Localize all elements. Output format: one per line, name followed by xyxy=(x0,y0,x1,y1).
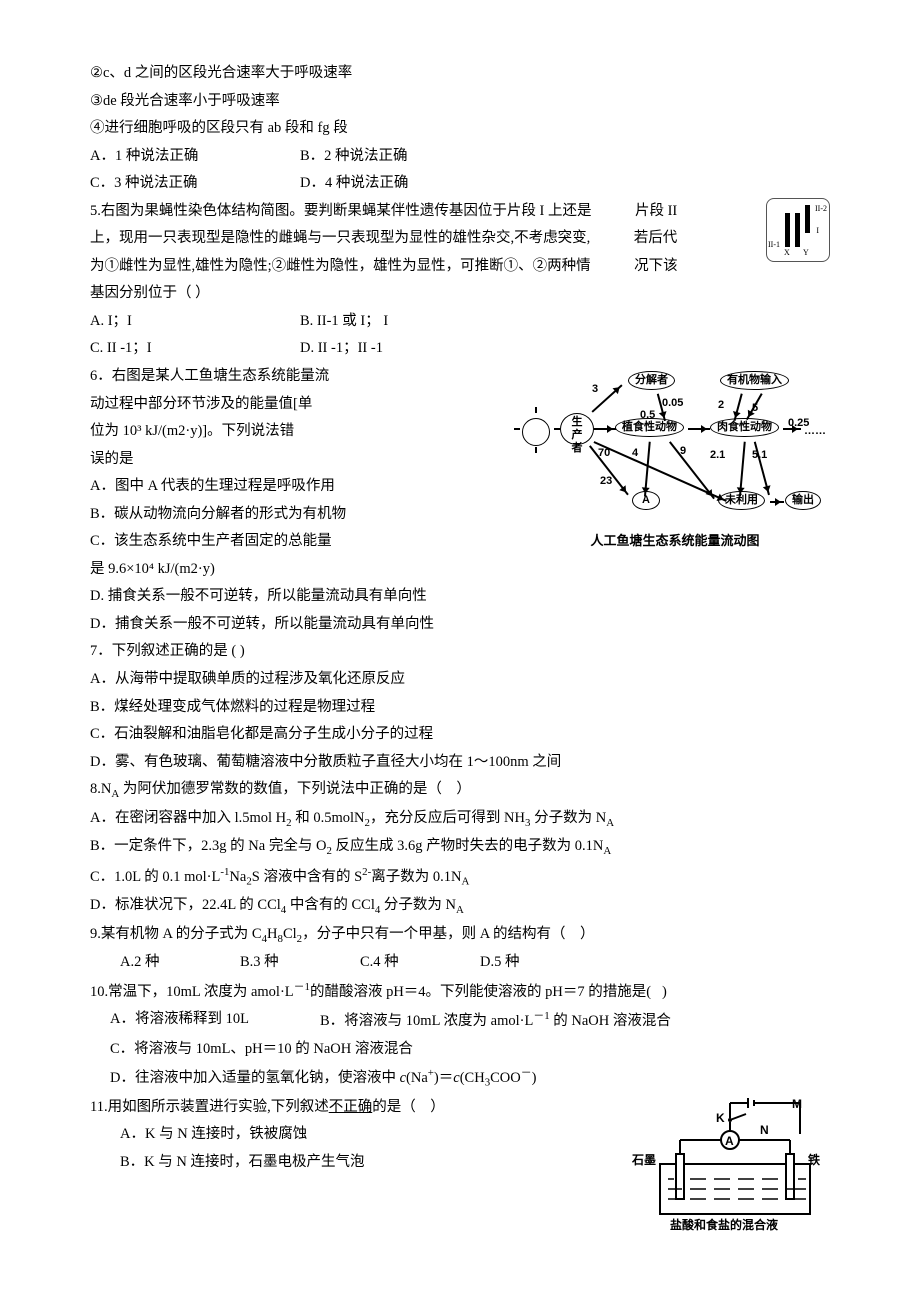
q7-A: A．从海带中提取碘单质的过程涉及氧化还原反应 xyxy=(90,666,830,694)
q5-A: A. I；I xyxy=(90,308,250,336)
q4-opt-4: ④进行细胞呼吸的区段只有 ab 段和 fg 段 xyxy=(90,115,830,143)
svg-text:石墨: 石墨 xyxy=(631,1153,656,1167)
q4-B: B．2 种说法正确 xyxy=(300,143,460,171)
q10-stem: 10.常温下，10mL 浓度为 amol·L－1的醋酸溶液 pH＝4。下列能使溶… xyxy=(90,977,830,1006)
q5-stem-1: 5.右图为果蝇性染色体结构简图。要判断果蝇某伴性遗传基因位于片段 I 上还是 xyxy=(90,203,591,219)
q9-D: D.5 种 xyxy=(480,949,570,977)
svg-text:N: N xyxy=(760,1123,769,1137)
q8-stem: 8.NA 为阿伏加德罗常数的数值，下列说法中正确的是（ ） xyxy=(90,776,830,805)
q5-D: D. II -1；II -1 xyxy=(300,335,460,363)
q5-stem-3: 为①雌性为显性,雄性为隐性;②雌性为隐性，雄性为显性，可推断①、②两种情 xyxy=(90,258,591,274)
q4-D: D．4 种说法正确 xyxy=(300,170,460,198)
ecosystem-diagram-block: 生产 者 分解者 植食性动物 肉食性动物 有机物输入 A 未利用 输出 3 0.… xyxy=(520,363,830,554)
q8-A: A．在密闭容器中加入 l.5mol H2 和 0.5molN2，充分反应后可得到… xyxy=(90,805,830,834)
q6-C2: 是 9.6×10⁴ kJ/(m2·y) xyxy=(90,556,830,584)
ecosystem-caption: 人工鱼塘生态系统能量流动图 xyxy=(520,529,830,554)
q5-stem-4: 基因分别位于（ ） xyxy=(90,280,830,308)
svg-text:A: A xyxy=(725,1134,734,1148)
q10-A: A．将溶液稀释到 10L xyxy=(110,1006,270,1035)
svg-text:K: K xyxy=(716,1111,725,1125)
chromosome-diagram: II-2 I II-1 X Y xyxy=(766,198,830,262)
q9-C: C.4 种 xyxy=(360,949,450,977)
q4-opt-2: ②c、d 之间的区段光合速率大于呼吸速率 xyxy=(90,60,830,88)
q8-D: D．标准状况下，22.4L 的 CCl4 中含有的 CCl4 分子数为 NA xyxy=(90,892,830,921)
q7-C: C．石油裂解和油脂皂化都是高分子生成小分子的过程 xyxy=(90,721,830,749)
q4-A: A．1 种说法正确 xyxy=(90,143,250,171)
q7-stem: 7．下列叙述正确的是 ( ) xyxy=(90,638,830,666)
q6-D2: D．捕食关系一般不可逆转，所以能量流动具有单向性 xyxy=(90,611,830,639)
q8-B: B．一定条件下，2.3g 的 Na 完全与 O2 反应生成 3.6g 产物时失去… xyxy=(90,833,830,862)
node-carnivore: 肉食性动物 xyxy=(710,418,779,437)
q7-B: B．煤经处理变成气体燃料的过程是物理过程 xyxy=(90,694,830,722)
node-producer: 生产 者 xyxy=(560,413,594,445)
q9-A: A.2 种 xyxy=(120,949,210,977)
node-decomposer: 分解者 xyxy=(628,371,675,390)
q8-C: C．1.0L 的 0.1 mol·L-1Na2S 溶液中含有的 S2-离子数为 … xyxy=(90,862,830,892)
node-organic-in: 有机物输入 xyxy=(720,371,789,390)
q9-stem: 9.某有机物 A 的分子式为 C4H8Cl2，分子中只有一个甲基，则 A 的结构… xyxy=(90,921,830,950)
node-output: 输出 xyxy=(785,491,821,510)
svg-text:铁: 铁 xyxy=(808,1152,820,1167)
q10-B: B．将溶液与 10mL 浓度为 amol·L－1 的 NaOH 溶液混合 xyxy=(320,1006,671,1035)
q9-B: B.3 种 xyxy=(240,949,330,977)
q10-D: D．往溶液中加入适量的氢氧化钠，使溶液中 c(Na+)＝c(CH3COO－) xyxy=(110,1063,830,1093)
q5-C: C. II -1；I xyxy=(90,335,250,363)
q5-B: B. II-1 或 I； I xyxy=(300,308,460,336)
q4-C: C．3 种说法正确 xyxy=(90,170,250,198)
ecosystem-diagram: 生产 者 分解者 植食性动物 肉食性动物 有机物输入 A 未利用 输出 3 0.… xyxy=(520,363,830,523)
q4-opt-3: ③de 段光合速率小于呼吸速率 xyxy=(90,88,830,116)
q10-C: C．将溶液与 10mL、pH＝10 的 NaOH 溶液混合 xyxy=(110,1036,830,1064)
q5-stem-2: 上，现用一只表现型是隐性的雌蝇与一只表现型为显性的雄性杂交,不考虑突变, xyxy=(90,230,590,246)
q6-D: D. 捕食关系一般不可逆转，所以能量流动具有单向性 xyxy=(90,583,830,611)
svg-text:盐酸和食盐的混合液: 盐酸和食盐的混合液 xyxy=(670,1217,778,1232)
electrochemistry-diagram: M K A N xyxy=(630,1094,830,1245)
q7-D: D．雾、有色玻璃、葡萄糖溶液中分散质粒子直径大小均在 1～100nm 之间 xyxy=(90,749,830,777)
